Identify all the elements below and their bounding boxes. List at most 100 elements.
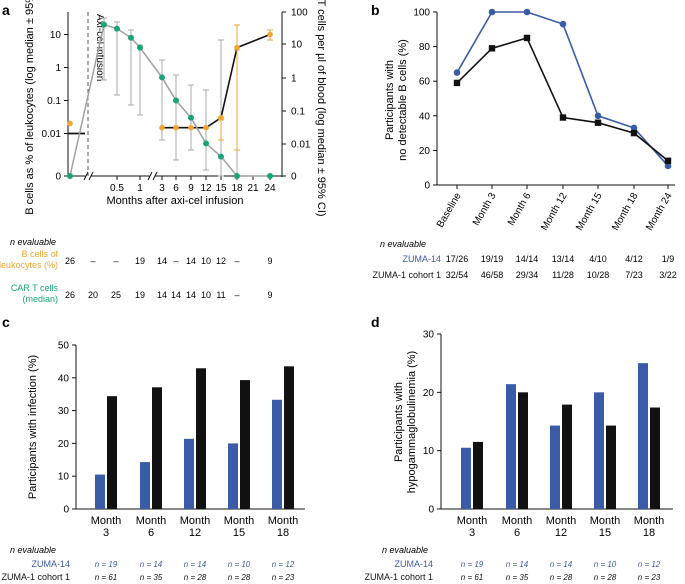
- table-cell: n = 28: [550, 573, 573, 582]
- bar-zuma14: [228, 443, 238, 509]
- x-tick-label: Month: [180, 515, 211, 527]
- table-cell: n = 19: [95, 560, 118, 569]
- zuma1-point: [523, 34, 531, 42]
- table-cell: 19/19: [481, 254, 504, 264]
- table-cell: –: [173, 256, 178, 266]
- b-cell-point: [267, 31, 273, 38]
- x-tick-label: 15: [233, 527, 245, 539]
- table-cell: 14: [186, 256, 196, 266]
- y-tick-label-left: 10: [50, 30, 62, 41]
- table-row-label: (median): [22, 294, 58, 304]
- y-tick-label-left: 0.01: [42, 129, 62, 140]
- x-tick-label: 21: [247, 183, 259, 194]
- table-cell: n = 61: [461, 573, 483, 582]
- table-cell: 10: [201, 290, 211, 300]
- axis-break: [88, 171, 94, 181]
- x-tick-label: Month: [136, 515, 167, 527]
- zuma14-point: [559, 20, 567, 28]
- b-cell-point: [203, 124, 209, 131]
- y-axis-title-right: CAR T cells per µl of blood (log median …: [315, 0, 327, 217]
- y-tick-label: 20: [58, 439, 70, 450]
- y-tick-label: 100: [413, 8, 430, 19]
- y-tick-label: 30: [58, 406, 70, 417]
- y-tick-label: 10: [423, 446, 435, 457]
- zuma14-point: [523, 8, 531, 16]
- table-cell: 13/14: [552, 254, 575, 264]
- table-cell: 1/9: [662, 254, 675, 264]
- car-t-point: [218, 153, 224, 160]
- bar-zuma14: [506, 384, 516, 509]
- bar-zuma1-cohort1: [240, 380, 250, 509]
- bar-zuma1-cohort1: [284, 366, 294, 509]
- bar-zuma14: [95, 474, 105, 509]
- table-cell: n = 14: [550, 560, 573, 569]
- x-tick-label: 12: [200, 183, 212, 194]
- b-cell-series-line: [162, 33, 271, 129]
- zuma14-point: [453, 69, 461, 76]
- y-tick-label: 10: [58, 472, 70, 483]
- y-tick-label: 50: [58, 341, 70, 352]
- bar-zuma1-cohort1: [650, 407, 660, 509]
- zuma1-point: [559, 114, 567, 121]
- y-axis-title-left: B cells as % of leukocytes (log median ±…: [24, 0, 36, 215]
- bar-zuma14: [594, 392, 604, 509]
- car-t-point: [234, 173, 240, 179]
- table-cell: 14/14: [516, 254, 539, 264]
- table-cell: n = 28: [184, 573, 207, 582]
- table-row-label: ZUMA-1 cohort 1: [1, 572, 70, 582]
- x-tick-label: Month: [457, 515, 488, 527]
- y-axis-title: no detectable B cells (%): [397, 39, 409, 161]
- zuma14-point: [594, 112, 602, 120]
- table-cell: n = 61: [95, 573, 117, 582]
- table-cell: 46/58: [481, 270, 504, 280]
- table-cell: n = 10: [594, 560, 617, 569]
- x-tick-label: Month: [502, 515, 533, 527]
- y-axis-title: Participants with infection (%): [27, 355, 39, 499]
- table-cell: 19: [135, 256, 145, 266]
- x-tick-label: 3: [469, 527, 475, 539]
- x-tick-label: Month: [634, 515, 665, 527]
- x-tick-label: 12: [555, 527, 567, 539]
- bar-zuma14: [140, 462, 150, 509]
- table-cell: 25: [111, 290, 121, 300]
- bar-zuma1-cohort1: [562, 404, 572, 509]
- n-evaluable-header: n evaluable: [10, 237, 56, 247]
- y-tick-label: 80: [419, 42, 431, 53]
- b-cell-point: [218, 114, 224, 121]
- x-tick-label: 18: [231, 183, 243, 194]
- x-tick-label: Month 18: [610, 191, 641, 233]
- table-cell: 32/54: [446, 270, 469, 280]
- table-cell: 26: [65, 290, 75, 300]
- x-tick-label: 15: [215, 183, 227, 194]
- table-cell: 10/28: [587, 270, 610, 280]
- b-cell-point: [67, 120, 73, 127]
- bar-zuma14: [638, 363, 648, 509]
- table-row-label: ZUMA-14: [31, 559, 70, 569]
- axis-break: [83, 171, 89, 181]
- car-t-point: [188, 114, 194, 121]
- y-tick-label: 0: [63, 505, 69, 516]
- table-cell: 29/34: [516, 270, 539, 280]
- table-cell: n = 28: [228, 573, 251, 582]
- table-cell: 9: [267, 290, 272, 300]
- table-cell: 9: [267, 256, 272, 266]
- table-cell: 10: [201, 256, 211, 266]
- bar-zuma1-cohort1: [152, 387, 162, 509]
- panel-label-a: a: [2, 2, 10, 18]
- table-cell: 17/26: [446, 254, 469, 264]
- table-cell: –: [234, 290, 239, 300]
- x-tick-label: Month 3: [471, 191, 499, 228]
- y-tick-label-right: 100: [291, 8, 308, 19]
- bar-zuma1-cohort1: [518, 392, 528, 509]
- x-axis-title: Months after axi-cel infusion: [107, 195, 244, 207]
- car-t-point: [173, 97, 179, 104]
- table-cell: n = 14: [140, 560, 163, 569]
- y-tick-label-right: 0.1: [291, 107, 305, 118]
- table-cell: n = 35: [140, 573, 163, 582]
- car-t-point: [101, 21, 107, 28]
- y-tick-label-right: 10: [291, 40, 303, 51]
- x-tick-label: Month 15: [574, 191, 605, 233]
- table-row-label: ZUMA-14: [394, 559, 433, 569]
- y-tick-label: 0: [428, 505, 434, 516]
- table-cell: 20: [88, 290, 98, 300]
